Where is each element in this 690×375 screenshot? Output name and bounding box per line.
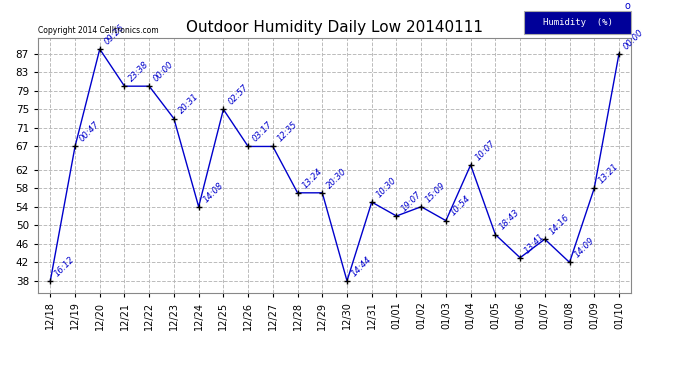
Text: 23:38: 23:38 (127, 60, 151, 83)
Text: 19:07: 19:07 (400, 190, 423, 213)
Text: 16:12: 16:12 (53, 255, 77, 278)
Text: 12:35: 12:35 (275, 120, 299, 144)
Text: 13:41: 13:41 (523, 231, 546, 255)
Text: 14:16: 14:16 (548, 213, 571, 236)
Text: 10:30: 10:30 (375, 176, 398, 200)
Text: 00:00: 00:00 (152, 60, 175, 83)
Text: 10:54: 10:54 (448, 194, 472, 218)
Text: 14:09: 14:09 (572, 236, 596, 260)
Text: 09:26: 09:26 (103, 23, 126, 46)
Text: 02:57: 02:57 (226, 83, 250, 106)
Text: 13:24: 13:24 (300, 166, 324, 190)
Text: Humidity  (%): Humidity (%) (543, 18, 613, 27)
Text: 18:43: 18:43 (498, 208, 522, 232)
Text: 10:07: 10:07 (473, 139, 497, 162)
Text: 13:21: 13:21 (597, 162, 620, 185)
Text: 14:44: 14:44 (350, 255, 373, 278)
Text: o: o (625, 1, 631, 10)
Text: 00:00: 00:00 (622, 27, 645, 51)
Text: 00:47: 00:47 (78, 120, 101, 144)
Text: 03:17: 03:17 (251, 120, 275, 144)
Title: Outdoor Humidity Daily Low 20140111: Outdoor Humidity Daily Low 20140111 (186, 20, 483, 35)
Text: 20:31: 20:31 (177, 92, 200, 116)
Text: Copyright 2014 Celltronics.com: Copyright 2014 Celltronics.com (38, 26, 159, 35)
Text: 20:30: 20:30 (325, 166, 348, 190)
Text: 15:09: 15:09 (424, 180, 448, 204)
Text: 14:08: 14:08 (201, 180, 225, 204)
